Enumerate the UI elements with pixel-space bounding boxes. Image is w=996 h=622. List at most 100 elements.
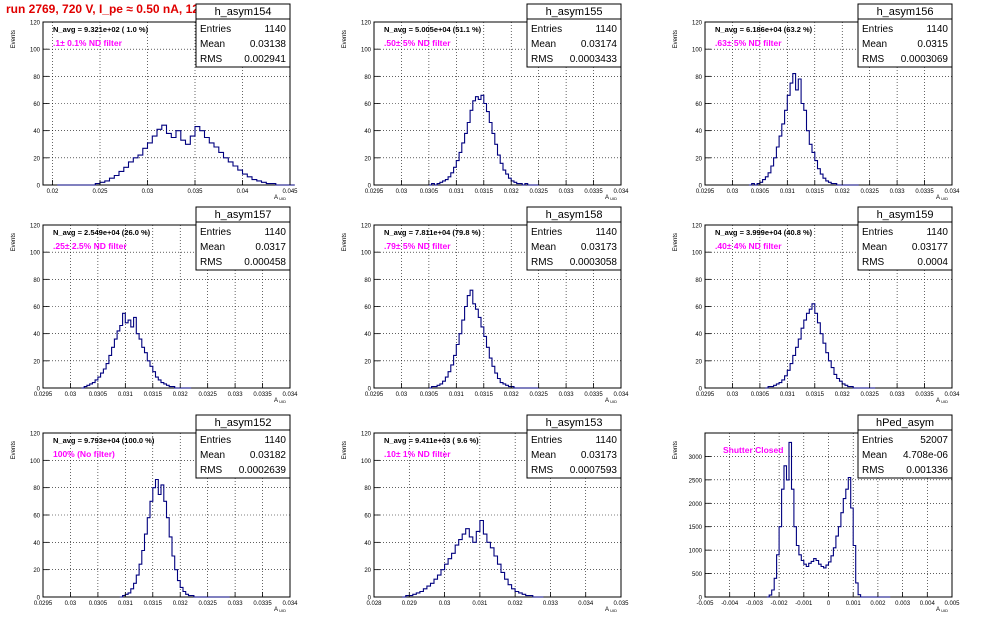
stats-key: RMS: [531, 54, 554, 65]
y-axis-label: Events: [342, 30, 348, 48]
x-axis-label: A UID: [605, 398, 617, 404]
y-tick-label: 0: [37, 387, 41, 393]
y-axis-label: Events: [11, 30, 17, 48]
x-tick-label: 0.032: [504, 392, 520, 398]
x-tick-label: 0.034: [613, 392, 629, 398]
x-tick-label: 0.032: [835, 189, 851, 195]
stats-box: [195, 206, 291, 271]
stats-key: Entries: [862, 24, 893, 35]
x-tick-label: 0.0305: [751, 189, 770, 195]
y-tick-label: 20: [33, 568, 40, 574]
x-tick-label: 0.0295: [365, 392, 384, 398]
x-tick-label: 0.0335: [584, 392, 603, 398]
stats-key: Mean: [200, 242, 225, 253]
y-tick-label: 120: [361, 432, 372, 438]
filter-label: .1± 0.1% ND filter: [53, 38, 123, 48]
x-tick-label: 0.032: [173, 601, 189, 607]
y-tick-label: 3000: [689, 455, 703, 461]
x-tick-label: -0.004: [721, 601, 739, 607]
y-tick-label: 60: [33, 102, 40, 108]
x-tick-label: 0.0315: [144, 601, 163, 607]
stats-value: 0.002941: [244, 54, 286, 65]
stats-value: 0.03182: [250, 450, 287, 461]
y-tick-label: 100: [692, 48, 703, 54]
stats-key: Entries: [531, 435, 562, 446]
y-tick-label: 1000: [689, 549, 703, 555]
x-tick-label: 0.0295: [696, 392, 715, 398]
x-tick-label: 0.002: [870, 601, 886, 607]
x-tick-label: 0.03: [727, 189, 739, 195]
y-tick-label: 80: [33, 486, 40, 492]
x-tick-label: 0: [827, 601, 831, 607]
stats-box: [526, 3, 622, 68]
stats-key: RMS: [862, 465, 885, 476]
y-tick-label: 60: [364, 102, 371, 108]
stats-value: 0.0317: [255, 242, 286, 253]
navg-label: N_avg = 9.321e+02 ( 1.0 %): [53, 25, 149, 34]
y-tick-label: 120: [30, 432, 41, 438]
x-tick-label: 0.03: [727, 392, 739, 398]
y-tick-label: 500: [692, 572, 703, 578]
y-tick-label: 120: [692, 224, 703, 230]
y-tick-label: 120: [361, 224, 372, 230]
histogram-name: h_asym157: [215, 209, 272, 221]
y-tick-label: 100: [30, 48, 41, 54]
y-tick-label: 20: [364, 156, 371, 162]
navg-label: N_avg = 5.005e+04 (51.1 %): [384, 25, 482, 34]
filter-label: 100% (No filter): [53, 449, 115, 459]
y-tick-label: 60: [33, 305, 40, 311]
y-tick-label: 0: [699, 387, 703, 393]
histogram-name: h_asym159: [877, 209, 934, 221]
histogram-line: [57, 124, 295, 186]
x-tick-label: 0.033: [228, 392, 244, 398]
histogram-name: h_asym156: [877, 6, 934, 18]
stats-key: RMS: [200, 54, 223, 65]
x-tick-label: 0.034: [578, 601, 594, 607]
histogram-name: h_asym155: [546, 6, 603, 18]
histogram-line: [748, 73, 859, 186]
y-tick-label: 20: [364, 568, 371, 574]
x-tick-label: 0.0295: [34, 601, 53, 607]
navg-label: N_avg = 9.411e+03 ( 9.6 %): [384, 436, 479, 445]
stats-value: 0.001336: [906, 465, 948, 476]
x-tick-label: -0.005: [696, 601, 714, 607]
histogram-line: [402, 519, 544, 598]
x-tick-label: 0.0325: [860, 392, 879, 398]
x-tick-label: 0.004: [920, 601, 936, 607]
y-axis-label: Events: [11, 233, 17, 251]
x-tick-label: 0.0325: [198, 392, 217, 398]
filter-label: .10± 1% ND filter: [384, 449, 451, 459]
filter-label: .63± 5% ND filter: [715, 38, 782, 48]
y-tick-label: 0: [368, 184, 372, 190]
stats-value: 1140: [926, 24, 948, 35]
x-tick-label: 0.032: [173, 392, 189, 398]
stats-value: 0.03138: [250, 39, 287, 50]
x-tick-label: 0.034: [282, 392, 298, 398]
x-axis-label: A UID: [936, 607, 948, 613]
stats-box: [857, 414, 953, 479]
y-tick-label: 80: [33, 75, 40, 81]
histogram-name: h_asym153: [546, 417, 603, 429]
stats-key: Mean: [862, 39, 887, 50]
x-tick-label: 0.034: [944, 189, 960, 195]
stats-key: RMS: [531, 465, 554, 476]
y-tick-label: 40: [364, 332, 371, 338]
x-tick-label: 0.028: [366, 601, 382, 607]
stats-key: Mean: [531, 242, 556, 253]
x-tick-label: 0.033: [228, 601, 244, 607]
stats-value: 1140: [595, 24, 617, 35]
x-tick-label: 0.045: [282, 189, 298, 195]
y-tick-label: 40: [695, 129, 702, 135]
histogram-line: [766, 441, 891, 598]
y-tick-label: 120: [30, 21, 41, 27]
filter-label: .79± 5% ND filter: [384, 241, 451, 251]
stats-value: 1140: [595, 435, 617, 446]
y-tick-label: 80: [364, 75, 371, 81]
stats-value: 0.03173: [581, 242, 618, 253]
x-tick-label: 0.032: [835, 392, 851, 398]
stats-value: 0.000458: [244, 257, 286, 268]
x-axis-label: A UID: [605, 195, 617, 201]
x-tick-label: 0.0335: [915, 189, 934, 195]
histogram-line: [119, 478, 230, 598]
x-tick-label: 0.0295: [696, 189, 715, 195]
